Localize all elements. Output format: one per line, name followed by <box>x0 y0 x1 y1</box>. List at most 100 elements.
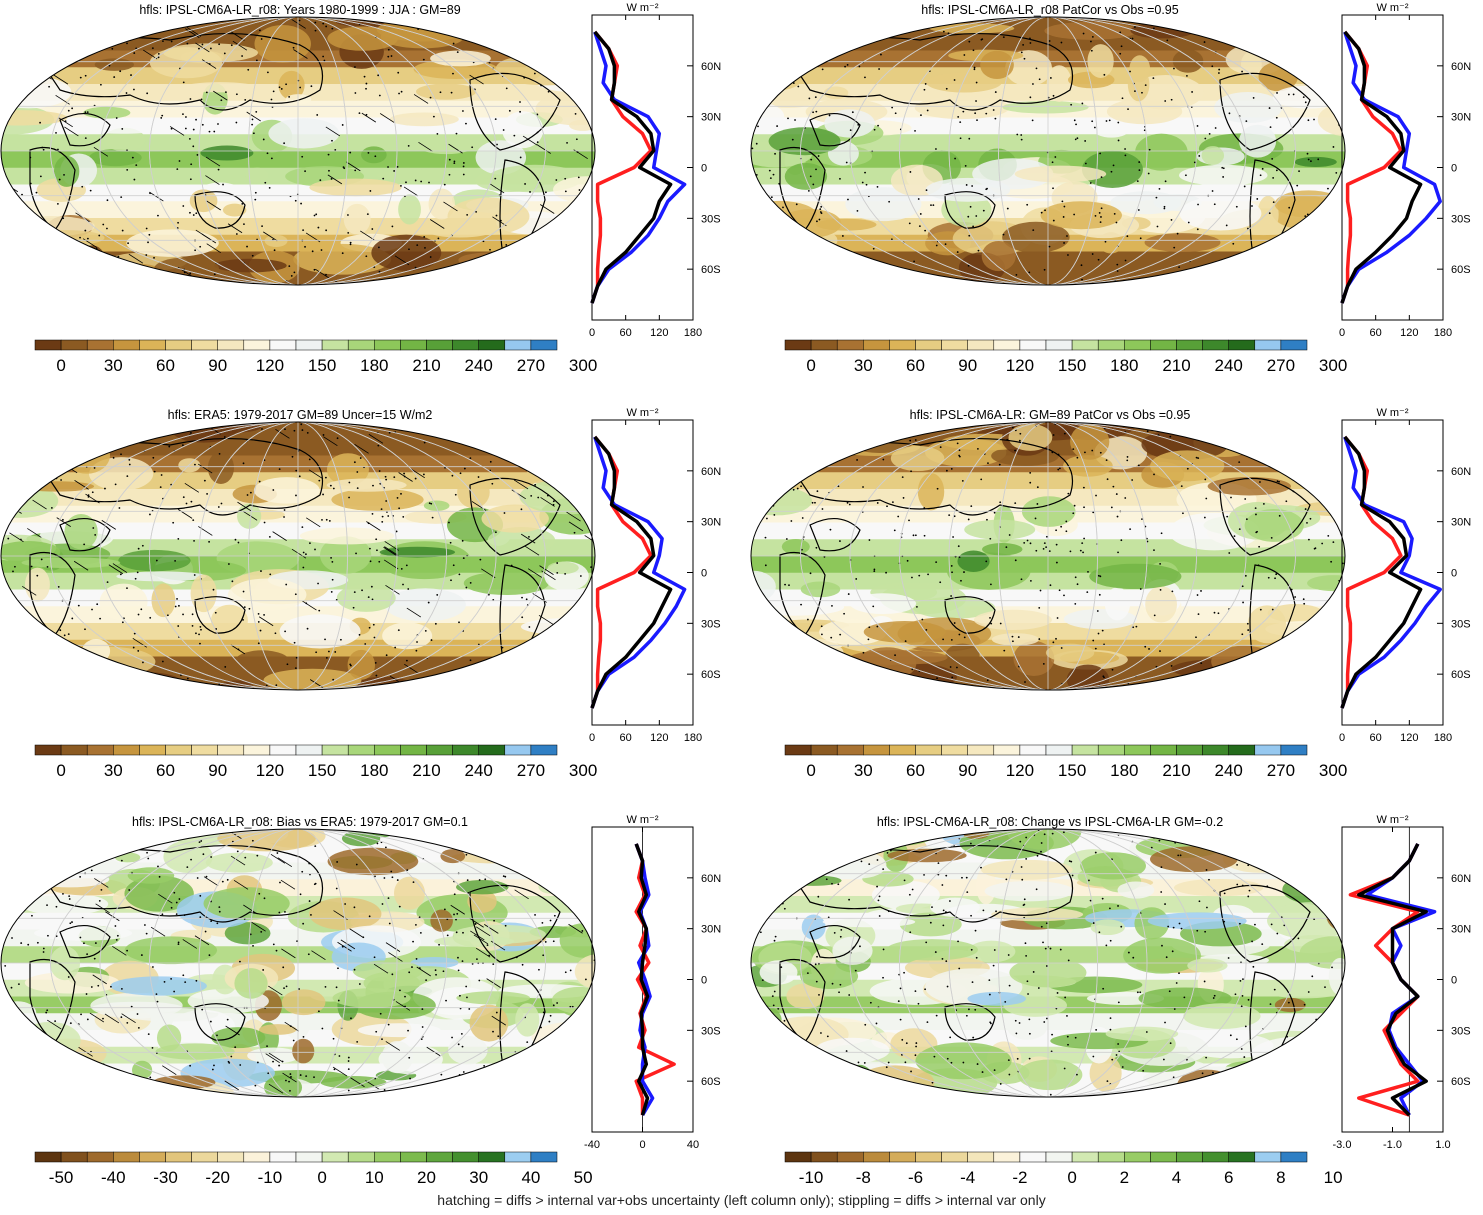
colorbar-label: 240 <box>465 761 493 780</box>
map-title: hfls: IPSL-CM6A-LR_r08: Change vs IPSL-C… <box>876 815 1224 829</box>
colorbar-label: 270 <box>517 356 545 375</box>
profile-x-tick-label: -1.0 <box>1383 1139 1402 1151</box>
colorbar-label: -20 <box>205 1168 230 1187</box>
colorbar-swatch <box>1045 339 1073 351</box>
map-field <box>1 17 595 285</box>
lat-tick-label: 30N <box>1451 112 1471 124</box>
colorbar-label: -2 <box>1012 1168 1027 1187</box>
profile-x-tick-label: 120 <box>1400 732 1418 744</box>
map-field <box>751 422 1345 690</box>
colorbar-label: 6 <box>1224 1168 1233 1187</box>
colorbar-label: 210 <box>1162 356 1190 375</box>
colorbar-label: 300 <box>1319 761 1347 780</box>
colorbar-swatch <box>295 339 323 351</box>
lat-tick-label: 60S <box>1451 264 1471 276</box>
panel-svg: -50 -40 -30 -20 -10 0 10 20 30 40 50 W m⁻² 60N 30N 0 30… <box>0 814 721 1187</box>
colorbar-swatch <box>836 339 864 351</box>
lat-tick-label: 0 <box>1451 163 1457 175</box>
units-label: W m⁻² <box>1376 814 1408 826</box>
colorbar-label: 180 <box>1110 356 1138 375</box>
colorbar-label: 60 <box>906 761 925 780</box>
colorbar-label: 2 <box>1120 1168 1129 1187</box>
colorbar-label: -10 <box>258 1168 283 1187</box>
colorbar-swatch <box>941 339 968 351</box>
profile-x-tick-label: 0 <box>1339 327 1345 339</box>
lat-tick-label: 30S <box>701 213 721 225</box>
colorbar-label: 240 <box>1215 356 1243 375</box>
map-outline <box>750 16 1346 286</box>
colorbar-label: 0 <box>317 1168 326 1187</box>
colorbar-swatch <box>113 744 140 756</box>
colorbar-swatch <box>191 339 218 351</box>
colorbar-label: 120 <box>256 761 284 780</box>
profile-line-black <box>1340 30 1423 304</box>
map-field <box>751 829 1345 1097</box>
colorbar-label: -50 <box>49 1168 74 1187</box>
colorbar-swatch <box>217 744 245 756</box>
map-title: hfls: ERA5: 1979-2017 GM=89 Uncer=15 W/m… <box>167 408 433 422</box>
lat-tick-label: 0 <box>701 163 707 175</box>
colorbar-swatch <box>915 744 942 756</box>
colorbar-swatch <box>863 1151 890 1163</box>
lat-tick-label: 0 <box>701 568 707 580</box>
profile-x-tick-label: 0 <box>1339 732 1345 744</box>
colorbar-swatch <box>993 1151 1021 1163</box>
colorbar-label: 40 <box>521 1168 540 1187</box>
colorbar-swatch <box>1254 1151 1282 1163</box>
colorbar-label: 30 <box>854 761 873 780</box>
lat-tick-label: 0 <box>1451 975 1457 987</box>
colorbar-swatch <box>34 1151 62 1163</box>
colorbar-label: 0 <box>56 356 65 375</box>
units-label: W m⁻² <box>626 814 658 826</box>
units-label: W m⁻² <box>626 407 658 419</box>
panel-p3: hfls: ERA5: 1979-2017 GM=89 Uncer=15 W/m… <box>0 405 733 805</box>
colorbar-swatch <box>784 339 812 351</box>
lat-tick-label: 30N <box>701 924 721 936</box>
colorbar-swatch <box>165 339 192 351</box>
profile-x-tick-label: -3.0 <box>1333 1139 1352 1151</box>
profile-line-black <box>590 435 673 709</box>
footer-note: hatching = diffs > internal var+obs unce… <box>437 1192 1046 1208</box>
colorbar-swatch <box>347 744 375 756</box>
colorbar-swatch <box>478 339 506 351</box>
colorbar-swatch <box>1176 1151 1203 1163</box>
colorbar-swatch <box>1124 744 1151 756</box>
colorbar-swatch <box>863 339 890 351</box>
colorbar-swatch <box>295 1151 323 1163</box>
lat-tick-label: 30N <box>701 517 721 529</box>
colorbar-swatch <box>1097 339 1125 351</box>
colorbar-swatch <box>1071 339 1099 351</box>
colorbar-swatch <box>530 1151 558 1163</box>
colorbar-swatch <box>1176 744 1203 756</box>
profile-x-tick-label: 40 <box>687 1139 699 1151</box>
lat-tick-label: 60S <box>1451 1076 1471 1088</box>
colorbar-swatch <box>452 339 479 351</box>
colorbar-label: 150 <box>308 761 336 780</box>
colorbar-swatch <box>243 339 271 351</box>
lat-tick-label: 30N <box>1451 517 1471 529</box>
colorbar-swatch <box>1045 1151 1073 1163</box>
colorbar-swatch <box>1228 339 1256 351</box>
map-title: hfls: IPSL-CM6A-LR_r08: Years 1980-1999 … <box>139 3 461 17</box>
profile-x-tick-label: 60 <box>620 732 632 744</box>
colorbar-swatch <box>113 1151 140 1163</box>
profile-line-black <box>1340 435 1423 709</box>
colorbar-swatch <box>1280 1151 1308 1163</box>
colorbar-swatch <box>863 744 890 756</box>
profile-x-tick-label: 120 <box>650 732 668 744</box>
lat-tick-label: 30S <box>701 1025 721 1037</box>
colorbar-label: -6 <box>908 1168 923 1187</box>
profile-x-tick-label: 1.0 <box>1435 1139 1450 1151</box>
lat-tick-label: 0 <box>1451 568 1457 580</box>
colorbar-label: 300 <box>569 761 597 780</box>
colorbar-label: 60 <box>906 356 925 375</box>
lat-tick-label: 60N <box>1451 61 1471 73</box>
colorbar-swatch <box>426 1151 453 1163</box>
panel-p6: hfls: IPSL-CM6A-LR_r08: Change vs IPSL-C… <box>750 812 1483 1212</box>
colorbar-swatch <box>269 339 297 351</box>
colorbar-swatch <box>1254 339 1282 351</box>
colorbar-swatch <box>1097 744 1125 756</box>
colorbar-swatch <box>139 744 166 756</box>
colorbar-label: 10 <box>365 1168 384 1187</box>
colorbar-swatch <box>993 744 1021 756</box>
